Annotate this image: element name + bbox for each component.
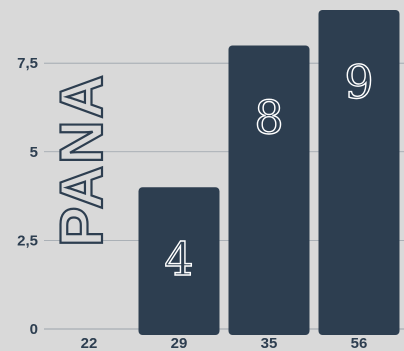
x-tick-label: 56 xyxy=(351,335,368,351)
bar xyxy=(138,187,220,335)
x-axis-ticks: 22 29 35 56 xyxy=(81,335,368,351)
bar xyxy=(318,10,400,335)
bars xyxy=(138,10,400,335)
y-tick-label: 7,5 xyxy=(17,55,38,72)
bar xyxy=(228,45,310,335)
y-axis-ticks: 0 2,5 5 7,5 xyxy=(17,55,38,338)
data-label: 9 xyxy=(344,55,373,109)
y-axis-label: PANA xyxy=(48,73,115,247)
x-tick-label: 29 xyxy=(171,335,188,351)
y-tick-label: 2,5 xyxy=(17,232,38,249)
data-label: 8 xyxy=(254,90,283,144)
y-tick-label: 0 xyxy=(30,321,38,338)
x-tick-label: 22 xyxy=(81,335,98,351)
data-label: 4 xyxy=(164,232,193,286)
data-labels: 4 8 9 xyxy=(164,54,375,287)
x-tick-label: 35 xyxy=(261,335,278,351)
y-tick-label: 5 xyxy=(30,144,38,161)
